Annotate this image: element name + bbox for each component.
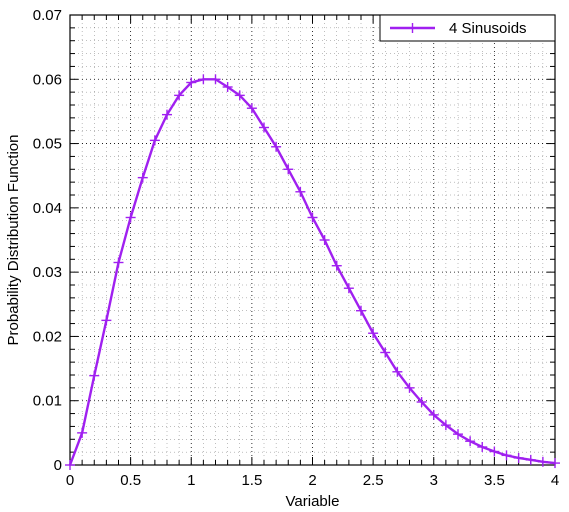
pdf-chart: 0 0.5 1 1.5 2 2.5 3 3.5 4 0 0.01 0.02 0.03 0.04 0.05 0.… [0, 0, 569, 512]
chart-bg [0, 0, 569, 512]
ytick-label: 0 [54, 457, 62, 474]
ytick-label: 0.06 [33, 71, 62, 88]
xtick-label: 2 [308, 472, 316, 489]
xtick-label: 1 [187, 472, 195, 489]
xtick-label: 0.5 [120, 472, 141, 489]
xtick-label: 3.5 [484, 472, 505, 489]
ytick-label: 0.04 [33, 200, 62, 217]
chart-svg: 0 0.5 1 1.5 2 2.5 3 3.5 4 0 0.01 0.02 0.03 0.04 0.05 0.… [0, 0, 569, 512]
ytick-label: 0.02 [33, 328, 62, 345]
ytick-label: 0.01 [33, 393, 62, 410]
x-axis-label: Variable [286, 493, 340, 510]
legend-label: 4 Sinusoids [449, 20, 527, 37]
xtick-label: 4 [551, 472, 559, 489]
xtick-label: 1.5 [241, 472, 262, 489]
xtick-label: 2.5 [363, 472, 384, 489]
xtick-label: 3 [430, 472, 438, 489]
ytick-label: 0.03 [33, 264, 62, 281]
ytick-label: 0.07 [33, 7, 62, 24]
ytick-label: 0.05 [33, 136, 62, 153]
y-axis-label: Probability Distribution Function [5, 135, 22, 346]
xtick-label: 0 [66, 472, 74, 489]
legend: 4 Sinusoids [380, 15, 555, 41]
